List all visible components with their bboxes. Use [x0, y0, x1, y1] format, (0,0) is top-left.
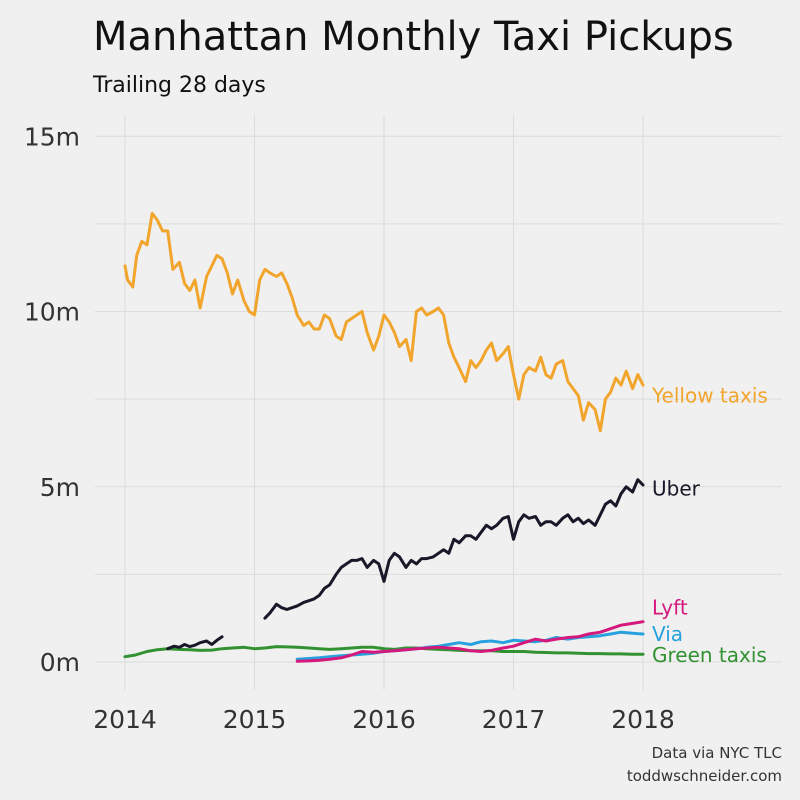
y-tick-label: 15m [24, 122, 80, 151]
series-label-yellow: Yellow taxis [651, 384, 768, 408]
grid-layer [95, 115, 782, 690]
x-tick-label: 2015 [223, 705, 287, 734]
chart-subtitle: Trailing 28 days [92, 73, 266, 98]
tick-layer: 2014 2015 2016 2017 2018 0m 5m 10m 15m [24, 122, 675, 734]
series-line-lyft [295, 620, 645, 663]
credit-source: Data via NYC TLC [652, 744, 782, 762]
series-line-uber-segment2 [263, 478, 645, 620]
series-layer [123, 211, 645, 663]
series-line-yellow-taxis [123, 211, 645, 433]
x-tick-label: 2017 [482, 705, 546, 734]
series-line-green-taxis [123, 645, 645, 659]
y-tick-label: 0m [40, 648, 80, 677]
series-label-green: Green taxis [652, 643, 767, 667]
series-line-uber [166, 635, 224, 651]
y-tick-label: 5m [40, 473, 80, 502]
x-tick-label: 2016 [352, 705, 416, 734]
credit-site: toddwschneider.com [627, 767, 782, 785]
x-tick-label: 2018 [611, 705, 675, 734]
y-tick-label: 10m [24, 298, 80, 327]
series-label-via: Via [652, 622, 683, 646]
series-label-uber: Uber [652, 477, 701, 501]
series-label-lyft: Lyft [652, 596, 688, 620]
x-tick-label: 2014 [93, 705, 157, 734]
chart-title: Manhattan Monthly Taxi Pickups [93, 14, 734, 60]
